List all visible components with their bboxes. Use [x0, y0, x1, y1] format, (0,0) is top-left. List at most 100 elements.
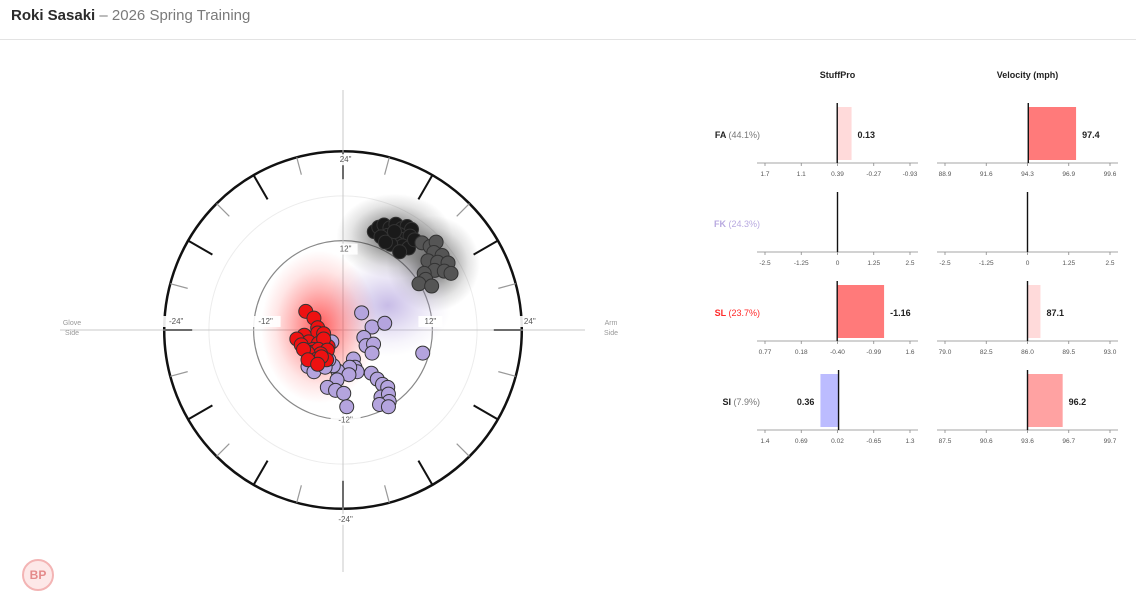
pitch-share: (7.9%) — [733, 397, 760, 407]
ring-label-top12: 12" — [340, 245, 352, 254]
glove-side-label: Side — [65, 330, 79, 337]
ring-label-right12: 12" — [425, 317, 437, 326]
tick-label: 0.39 — [831, 171, 844, 178]
ring-label-bg — [330, 414, 361, 426]
bar-stuff-sl — [837, 285, 885, 338]
tick-label: -0.93 — [903, 171, 918, 178]
clock-tick — [252, 460, 269, 486]
bar-stuff-si — [820, 374, 839, 427]
tick-label: -0.40 — [830, 349, 845, 356]
title-subtitle: 2026 Spring Training — [111, 7, 251, 24]
tick-label: 91.6 — [980, 171, 993, 178]
point-fa-arm — [443, 265, 459, 281]
point-fa-arm — [411, 276, 427, 292]
point-fa-arm — [424, 278, 440, 294]
bar-velo-sl — [1027, 285, 1041, 338]
tick-label: 0.69 — [795, 438, 808, 445]
tick-label: 1.7 — [760, 171, 769, 178]
tick-label: 79.0 — [939, 349, 952, 356]
tick-label: 1.3 — [905, 438, 914, 445]
point-fk — [364, 345, 380, 361]
ring-label-left12: -12" — [258, 317, 273, 326]
clock-tick — [498, 283, 516, 289]
stuffpro-header: StuffPro — [820, 70, 856, 80]
ring-label-bg — [333, 154, 358, 166]
tick-label: 0.02 — [831, 438, 844, 445]
clock-tick — [456, 203, 470, 217]
bar-stuff-fa — [837, 107, 852, 160]
movement-chart: 24" 12" -24" -12" 12" 24" -12" -24" Glove Side Arm… — [60, 90, 618, 572]
point-fk — [339, 399, 355, 415]
tick-label: 90.6 — [980, 438, 993, 445]
pitch-code: FK — [714, 219, 729, 229]
point-fk — [336, 385, 352, 401]
tick-label: 93.0 — [1104, 349, 1117, 356]
glove-side-label: Glove — [63, 320, 81, 327]
title-separator: – — [99, 7, 108, 24]
tick-label: -0.99 — [866, 349, 881, 356]
clock-tick — [456, 443, 470, 457]
tick-label: 0 — [836, 260, 840, 267]
row-label-si: SI (7.9%) — [722, 397, 760, 407]
bar-velo-fa — [1028, 107, 1077, 160]
ring-label-top24: 24" — [340, 155, 352, 164]
tick-label: 82.5 — [980, 349, 993, 356]
bar-value-label: 96.2 — [1069, 397, 1087, 407]
bp-logo: BP — [22, 559, 54, 591]
row-label-fk: FK (24.3%) — [714, 219, 760, 229]
clock-tick — [187, 404, 213, 421]
tick-label: 2.5 — [1105, 260, 1114, 267]
clock-tick — [252, 174, 269, 200]
tick-label: 87.5 — [939, 438, 952, 445]
tick-label: 2.5 — [905, 260, 914, 267]
tick-label: 99.6 — [1104, 171, 1117, 178]
ring-label-bg — [250, 316, 281, 327]
tick-label: 1.6 — [905, 349, 914, 356]
ring-label-bg — [330, 513, 361, 525]
clock-tick — [498, 371, 516, 377]
row-label-sl: SL (23.7%) — [715, 308, 760, 318]
tick-label: 1.4 — [760, 438, 769, 445]
tick-label: -1.25 — [794, 260, 809, 267]
tick-label: 94.3 — [1021, 171, 1034, 178]
ring-label-bg — [333, 243, 358, 255]
bar-value-label: 0.36 — [797, 397, 815, 407]
tick-label: 96.7 — [1062, 438, 1075, 445]
clock-tick — [170, 283, 188, 289]
tick-label: 0 — [1026, 260, 1030, 267]
clock-tick — [417, 174, 434, 200]
bar-velo-si — [1027, 374, 1063, 427]
point-fk — [354, 305, 370, 321]
point-fk — [380, 399, 396, 415]
clock-tick — [187, 239, 213, 256]
velocity-header: Velocity (mph) — [997, 70, 1059, 80]
tick-label: -0.27 — [866, 171, 881, 178]
clock-tick — [296, 157, 302, 175]
clock-tick — [216, 443, 230, 457]
clock-tick — [170, 371, 188, 377]
player-name: Roki Sasaki — [11, 7, 96, 24]
arm-side-label: Side — [604, 330, 618, 337]
pitch-code: SI — [722, 397, 733, 407]
pitch-share: (44.1%) — [728, 130, 760, 140]
tick-label: 1.1 — [797, 171, 806, 178]
clock-tick — [384, 157, 390, 175]
tick-label: 0.18 — [795, 349, 808, 356]
point-fk — [377, 315, 393, 331]
ring-label-bottom12: -12" — [338, 415, 353, 424]
clock-tick — [384, 485, 390, 503]
tick-label: -2.5 — [939, 260, 951, 267]
ring-label-right24: 24" — [524, 317, 536, 326]
point-fa — [386, 224, 402, 240]
bar-value-label: 87.1 — [1046, 308, 1064, 318]
tick-label: 86.0 — [1021, 349, 1034, 356]
tick-label: -0.65 — [866, 438, 881, 445]
tick-label: 88.9 — [939, 171, 952, 178]
pitch-share: (24.3%) — [728, 219, 760, 229]
ring-label-left24: -24" — [169, 317, 184, 326]
point-fk — [415, 345, 431, 361]
clock-tick — [473, 404, 499, 421]
page-title: Roki Sasaki – 2026 Spring Training — [11, 7, 250, 24]
pitch-share: (23.7%) — [728, 308, 760, 318]
pitch-code: FA — [715, 130, 729, 140]
